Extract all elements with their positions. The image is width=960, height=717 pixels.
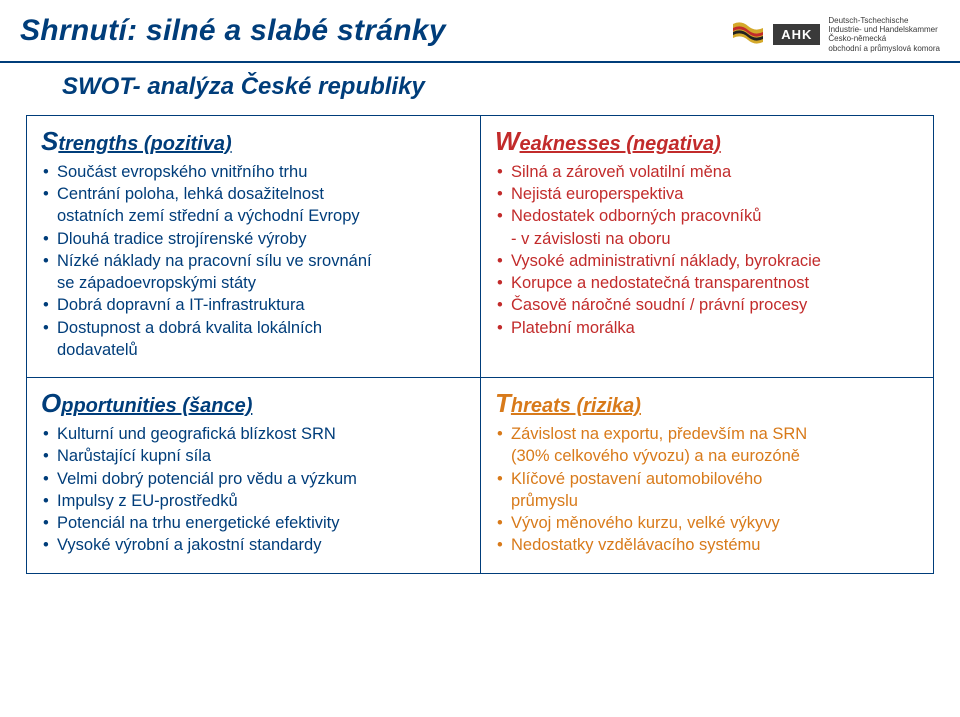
list-item: Nízké náklady na pracovní sílu ve srovná… — [43, 250, 466, 272]
list-item: - v závislosti na oboru — [497, 228, 919, 250]
list-item: průmyslu — [497, 490, 919, 512]
list-item: Nedostatek odborných pracovníků — [497, 205, 919, 227]
strengths-cell: Strengths (pozitiva) Součást evropského … — [26, 115, 480, 377]
logo: AHK Deutsch-Tschechische Industrie- und … — [731, 16, 940, 53]
weaknesses-letter: W — [495, 126, 520, 156]
list-item: Vysoké administrativní náklady, byrokrac… — [497, 250, 919, 272]
ahk-subtitle: Deutsch-Tschechische Industrie- und Hand… — [828, 16, 940, 53]
slide-header: Shrnutí: silné a slabé stránky AHK Deuts… — [0, 0, 960, 59]
list-item: Potenciál na trhu energetické efektivity — [43, 512, 466, 534]
list-item: Narůstající kupní síla — [43, 445, 466, 467]
opportunities-list: Kulturní und geografická blízkost SRNNar… — [41, 423, 466, 557]
ahk-badge: AHK — [773, 24, 820, 45]
list-item: Dobrá dopravní a IT-infrastruktura — [43, 294, 466, 316]
weaknesses-list: Silná a zároveň volatilní měnaNejistá eu… — [495, 161, 919, 339]
list-item: Vysoké výrobní a jakostní standardy — [43, 534, 466, 556]
list-item: Závislost na exportu, především na SRN — [497, 423, 919, 445]
title-block: Shrnutí: silné a slabé stránky — [20, 14, 446, 48]
list-item: Impulsy z EU-prostředků — [43, 490, 466, 512]
list-item: Dlouhá tradice strojírenské výroby — [43, 228, 466, 250]
threats-heading-text: hreats (rizika) — [511, 395, 641, 417]
opportunities-heading-text: pportunities (šance) — [61, 395, 252, 417]
list-item: Centrání poloha, lehká dosažitelnost — [43, 183, 466, 205]
weaknesses-heading-text: eaknesses (negativa) — [520, 133, 721, 155]
weaknesses-heading: Weaknesses (negativa) — [495, 126, 919, 157]
strengths-heading: Strengths (pozitiva) — [41, 126, 466, 157]
logo-line: Česko-německá — [828, 34, 940, 43]
list-item: Silná a zároveň volatilní měna — [497, 161, 919, 183]
list-item: Klíčové postavení automobilového — [497, 468, 919, 490]
list-item: Velmi dobrý potenciál pro vědu a výzkum — [43, 468, 466, 490]
strengths-heading-text: trengths (pozitiva) — [58, 133, 231, 155]
strengths-letter: S — [41, 126, 58, 156]
list-item: dodavatelů — [43, 339, 466, 361]
weaknesses-cell: Weaknesses (negativa) Silná a zároveň vo… — [480, 115, 934, 377]
opportunities-cell: Opportunities (šance) Kulturní und geogr… — [26, 377, 480, 574]
logo-line: Deutsch-Tschechische — [828, 16, 940, 25]
threats-heading: Threats (rizika) — [495, 388, 919, 419]
list-item: Korupce a nedostatečná transparentnost — [497, 272, 919, 294]
swot-grid: Strengths (pozitiva) Součást evropského … — [0, 115, 960, 574]
opportunities-letter: O — [41, 388, 61, 418]
list-item: Platební morálka — [497, 317, 919, 339]
page-title: Shrnutí: silné a slabé stránky — [20, 14, 446, 48]
opportunities-heading: Opportunities (šance) — [41, 388, 466, 419]
list-item: Vývoj měnového kurzu, velké výkyvy — [497, 512, 919, 534]
logo-line: Industrie- und Handelskammer — [828, 25, 940, 34]
threats-list: Závislost na exportu, především na SRN(3… — [495, 423, 919, 557]
threats-cell: Threats (rizika) Závislost na exportu, p… — [480, 377, 934, 574]
list-item: Časově náročné soudní / právní procesy — [497, 294, 919, 316]
list-item: se západoevropskými státy — [43, 272, 466, 294]
subtitle: SWOT- analýza České republiky — [0, 63, 960, 115]
strengths-list: Součást evropského vnitřního trhuCentrán… — [41, 161, 466, 361]
list-item: Součást evropského vnitřního trhu — [43, 161, 466, 183]
list-item: Kulturní und geografická blízkost SRN — [43, 423, 466, 445]
list-item: Nedostatky vzdělávacího systému — [497, 534, 919, 556]
list-item: ostatních zemí střední a východní Evropy — [43, 205, 466, 227]
list-item: Nejistá europerspektiva — [497, 183, 919, 205]
ahk-flag-icon — [731, 20, 765, 48]
list-item: (30% celkového vývozu) a na eurozóně — [497, 445, 919, 467]
threats-letter: T — [495, 388, 511, 418]
logo-line: obchodní a průmyslová komora — [828, 44, 940, 53]
list-item: Dostupnost a dobrá kvalita lokálních — [43, 317, 466, 339]
